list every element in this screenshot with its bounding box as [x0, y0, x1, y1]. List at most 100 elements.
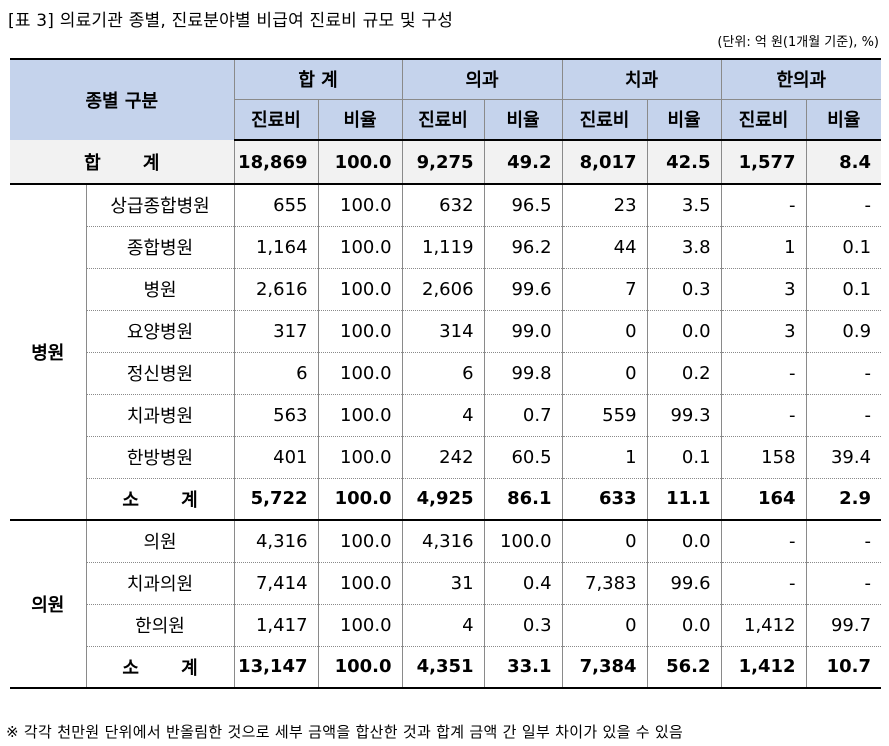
table-cell: 1 — [720, 226, 807, 269]
table-cell: 99.3 — [646, 394, 722, 437]
total-cell: 1,577 — [720, 140, 807, 185]
subtotal-cell: 2.9 — [805, 478, 882, 521]
table-cell: 0.1 — [646, 436, 722, 479]
subtotal-cell: 633 — [561, 478, 648, 521]
row-label: 치과의원 — [85, 562, 235, 605]
table-cell: 0.0 — [646, 604, 722, 647]
table-cell: 317 — [233, 310, 319, 353]
table-cell: 1,412 — [720, 604, 807, 647]
table-cell: 0 — [561, 604, 648, 647]
subtotal-cell: 11.1 — [646, 478, 722, 521]
table-cell: - — [805, 394, 882, 437]
table-cell: 158 — [720, 436, 807, 479]
hospital-group-label: 병원 — [10, 184, 87, 521]
row-label: 한의원 — [85, 604, 235, 647]
total-row: 합 계 18,869 100.0 9,275 49.2 8,017 42.5 1… — [10, 140, 882, 185]
table-cell: 6 — [233, 352, 319, 395]
table-cell: - — [720, 394, 807, 437]
table-cell: 7,383 — [561, 562, 648, 605]
table-cell: 0.4 — [483, 562, 563, 605]
subtotal-row: 소 계 13,147 100.0 4,351 33.1 7,384 56.2 1,412 10.… — [10, 646, 882, 689]
table-cell: 242 — [401, 436, 485, 479]
table-cell: 314 — [401, 310, 485, 353]
header-cost: 진료비 — [401, 99, 485, 141]
table-cell: 7,414 — [233, 562, 319, 605]
table-cell: 401 — [233, 436, 319, 479]
table-cell: 0 — [561, 310, 648, 353]
total-cell: 42.5 — [646, 140, 722, 185]
subtotal-label: 소 계 — [85, 478, 235, 521]
table-cell: 100.0 — [317, 226, 403, 269]
table-cell: 1,164 — [233, 226, 319, 269]
header-cost: 진료비 — [720, 99, 807, 141]
subtotal-cell: 4,351 — [401, 646, 485, 689]
table-cell: 3 — [720, 310, 807, 353]
table-cell: 0.0 — [646, 310, 722, 353]
table-cell: 60.5 — [483, 436, 563, 479]
row-label: 상급종합병원 — [85, 184, 235, 227]
table-row: 종합병원 1,164 100.0 1,119 96.2 44 3.8 1 0.1 — [10, 226, 882, 269]
subtotal-cell: 33.1 — [483, 646, 563, 689]
total-cell: 9,275 — [401, 140, 485, 185]
table-cell: 100.0 — [483, 520, 563, 563]
table-cell: - — [720, 184, 807, 227]
table-row: 한의원 1,417 100.0 4 0.3 0 0.0 1,412 99.7 — [10, 604, 882, 647]
table-cell: 4,316 — [401, 520, 485, 563]
row-label: 의원 — [85, 520, 235, 563]
table-cell: 4,316 — [233, 520, 319, 563]
table-cell: 4 — [401, 604, 485, 647]
table-cell: 100.0 — [317, 310, 403, 353]
total-cell: 8,017 — [561, 140, 648, 185]
subtotal-cell: 56.2 — [646, 646, 722, 689]
table-cell: 0.1 — [805, 268, 882, 311]
table-cell: 31 — [401, 562, 485, 605]
row-label: 요양병원 — [85, 310, 235, 353]
table-caption: [표 3] 의료기관 종별, 진료분야별 비급여 진료비 규모 및 구성 — [8, 11, 454, 31]
table-cell: 100.0 — [317, 268, 403, 311]
table-cell: 655 — [233, 184, 319, 227]
subtotal-cell: 7,384 — [561, 646, 648, 689]
subtotal-cell: 13,147 — [233, 646, 319, 689]
table-cell: 44 — [561, 226, 648, 269]
table-cell: 0.7 — [483, 394, 563, 437]
header-ratio: 비율 — [646, 99, 722, 141]
table-cell: 100.0 — [317, 352, 403, 395]
table-cell: 6 — [401, 352, 485, 395]
table-cell: 99.6 — [646, 562, 722, 605]
table-cell: - — [805, 184, 882, 227]
header-group-medical: 의과 — [401, 58, 563, 100]
table-cell: 96.2 — [483, 226, 563, 269]
table-cell: 100.0 — [317, 436, 403, 479]
row-label: 치과병원 — [85, 394, 235, 437]
table-cell: 3 — [720, 268, 807, 311]
header-group-total: 합 계 — [233, 58, 403, 100]
table-cell: 559 — [561, 394, 648, 437]
subtotal-cell: 100.0 — [317, 646, 403, 689]
table-cell: 0.0 — [646, 520, 722, 563]
header-group-dental: 치과 — [561, 58, 722, 100]
header-group-korean-medicine: 한의과 — [720, 58, 882, 100]
table-cell: 99.8 — [483, 352, 563, 395]
table-cell: 0.3 — [646, 268, 722, 311]
table-row: 치과병원 563 100.0 4 0.7 559 99.3- - — [10, 394, 882, 437]
table-cell: 100.0 — [317, 394, 403, 437]
table-cell: 99.7 — [805, 604, 882, 647]
total-cell: 49.2 — [483, 140, 563, 185]
subtotal-cell: 100.0 — [317, 478, 403, 521]
table-cell: 96.5 — [483, 184, 563, 227]
subtotal-cell: 10.7 — [805, 646, 882, 689]
table-cell: 2,606 — [401, 268, 485, 311]
table-cell: 0 — [561, 520, 648, 563]
cost-table: 종별 구분 합 계 의과 치과 한의과 진료비 비율 진료비 비율 진료비 비율… — [10, 58, 882, 689]
total-cell: 8.4 — [805, 140, 882, 185]
subtotal-row: 소 계 5,722 100.0 4,925 86.1 633 11.1 164 2.9 — [10, 478, 882, 521]
table-cell: - — [805, 520, 882, 563]
row-label: 종합병원 — [85, 226, 235, 269]
table-cell: 100.0 — [317, 562, 403, 605]
table-cell: 23 — [561, 184, 648, 227]
header-cost: 진료비 — [561, 99, 648, 141]
header-cost: 진료비 — [233, 99, 319, 141]
total-label: 합 계 — [10, 140, 235, 185]
table-cell: 99.6 — [483, 268, 563, 311]
total-cell: 18,869 — [233, 140, 319, 185]
